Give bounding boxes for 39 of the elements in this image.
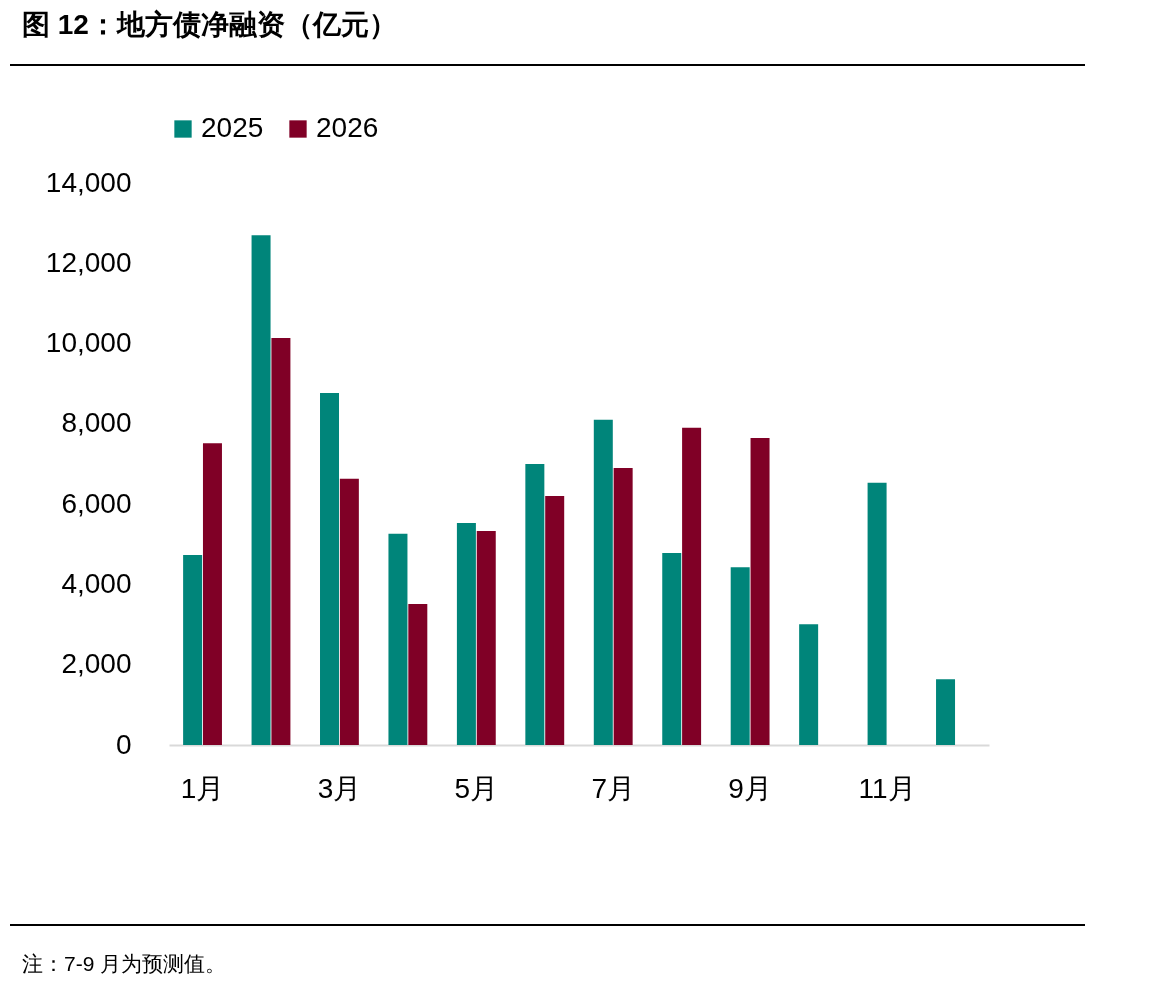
y-tick-label: 14,000 [45,166,132,198]
x-tick-label: 9月 [728,772,772,804]
bar [545,496,565,745]
y-tick-label: 12,000 [45,246,132,278]
bar [730,567,750,745]
bar [867,482,887,745]
bar [251,235,271,745]
bar [408,604,428,745]
bar [476,531,496,745]
bar [320,392,340,745]
y-tick-label: 2,000 [61,648,132,680]
x-tick-label: 1月 [180,772,225,804]
bar [339,478,359,745]
bar [202,443,222,745]
bar [525,464,545,745]
x-tick-label: 5月 [454,772,499,804]
bar [799,624,819,745]
x-tick-label: 7月 [591,772,636,804]
text: 注：7-9 月为预测值。 [22,951,227,977]
bar [936,679,956,745]
bar [388,533,408,745]
bar [593,419,613,745]
y-tick-label: 8,000 [61,407,132,439]
legend-label: 2025 [201,112,264,143]
y-tick-label: 4,000 [61,567,132,599]
x-tick-label: 3月 [317,772,362,804]
bar [183,555,203,745]
y-tick-label: 10,000 [45,327,132,359]
chart-title: 图 12：地方债净融资（亿元） [22,8,397,42]
bar [613,468,633,745]
legend-label: 2026 [316,112,379,143]
y-tick-label: 0 [115,728,132,760]
bar [271,337,291,745]
bar [662,553,682,745]
y-tick-label: 6,000 [61,487,132,519]
bar [456,523,476,745]
x-tick-label: 11月 [858,772,916,804]
bar [750,437,770,745]
bar [682,427,702,745]
